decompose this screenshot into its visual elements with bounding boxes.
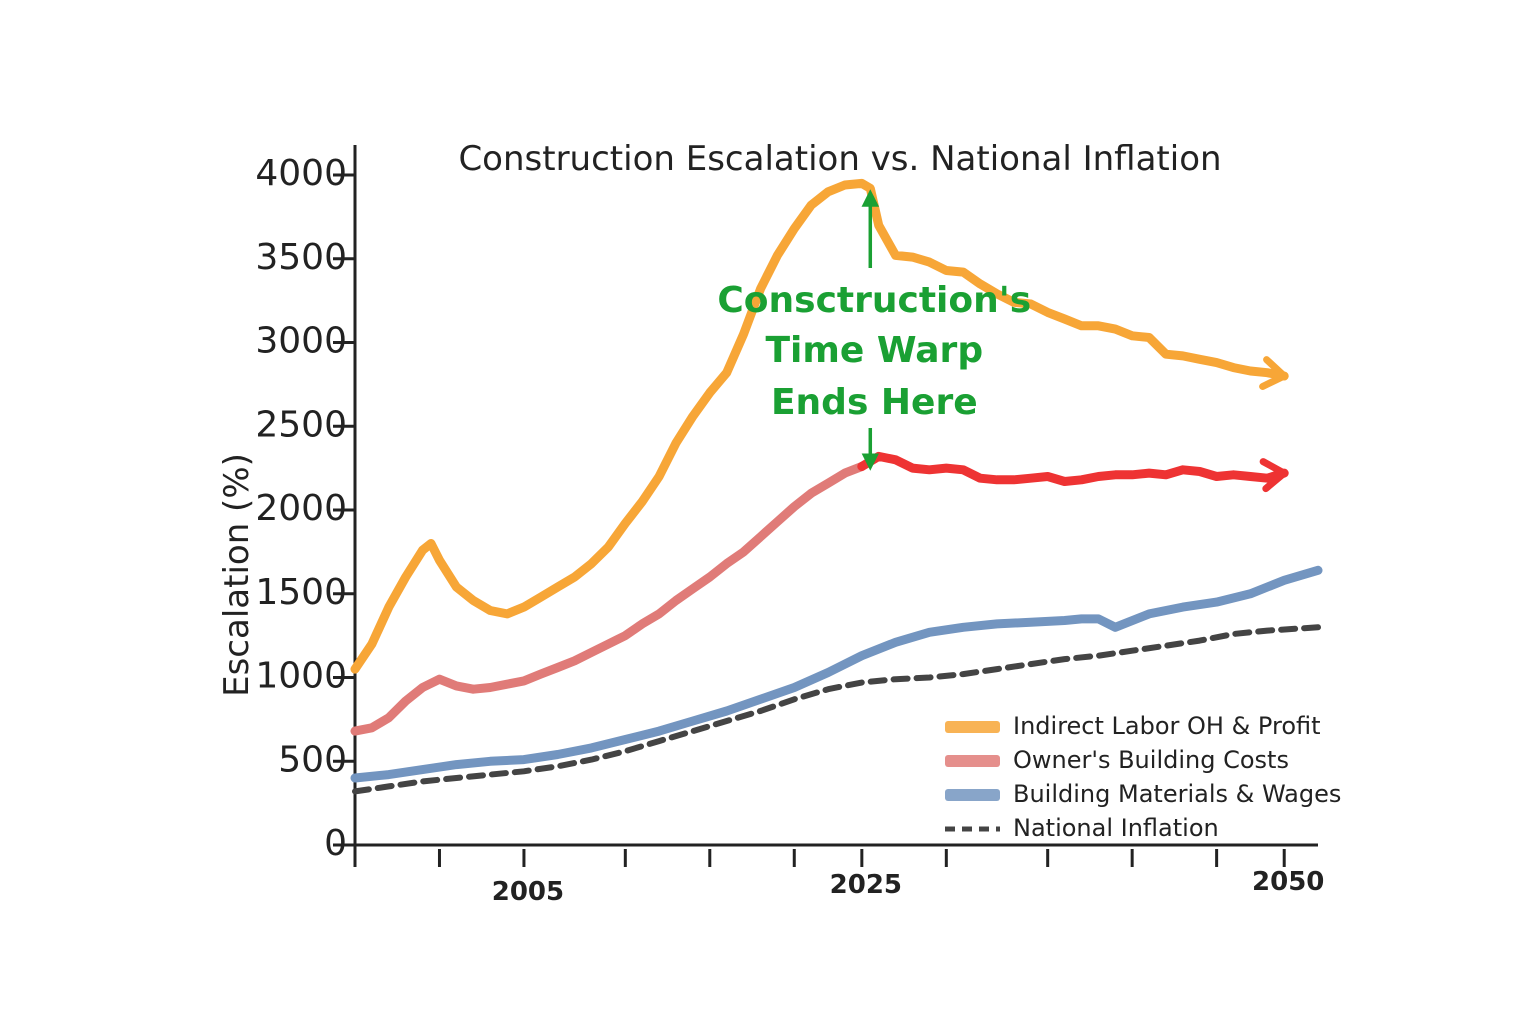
y-tick-label: 3500: [255, 237, 347, 278]
series-3: [352, 624, 1321, 795]
legend-item: Building Materials & Wages: [945, 780, 1341, 808]
y-tick-label: 2500: [255, 404, 347, 445]
series-line-materials-wages: [350, 565, 1323, 783]
annotation: Consctruction's Time Warp Ends Here: [717, 189, 1031, 471]
x-tick-label: 2025: [830, 870, 902, 900]
legend-swatch: [945, 755, 1000, 767]
x-tick-label: 2005: [492, 877, 564, 907]
legend-item: National Inflation: [945, 814, 1219, 842]
series-lines: [350, 178, 1323, 795]
y-tick-label: 1000: [255, 656, 347, 697]
annotation-label: Consctruction's: [717, 280, 1031, 321]
series-arrowhead: [1259, 458, 1288, 493]
series-line-owners-costs-projected: [857, 451, 1289, 486]
legend-label: Building Materials & Wages: [1013, 780, 1341, 808]
series-arrowhead: [1259, 356, 1288, 390]
y-tick-label: 500: [278, 739, 347, 780]
chart-title: Construction Escalation vs. National Inf…: [458, 139, 1221, 179]
legend-swatch: [945, 721, 1000, 733]
y-axis-label: Escalation (%): [217, 453, 257, 697]
legend-swatch: [945, 789, 1000, 801]
y-tick-label: 2000: [255, 488, 347, 529]
legend-item: Owner's Building Costs: [945, 746, 1289, 774]
series-line-owners-costs-historic: [350, 462, 867, 736]
series-line-indirect-labor: [350, 178, 1289, 674]
legend: Indirect Labor OH & Profit Owner's Buildi…: [945, 712, 1341, 842]
y-tick-label: 1500: [255, 572, 347, 613]
axes: 0 500 1000 1500 2000 2500 3000 3500 4000 2005 2025…: [255, 145, 1324, 907]
annotation-label: Time Warp: [765, 330, 983, 371]
legend-label: Owner's Building Costs: [1013, 746, 1289, 774]
y-tick-label: 3000: [255, 321, 347, 362]
series-0: [350, 178, 1289, 674]
legend-item: Indirect Labor OH & Profit: [945, 712, 1321, 740]
x-tick-label: 2050: [1252, 867, 1324, 897]
series-2: [350, 565, 1323, 783]
series-1: [350, 451, 1289, 736]
y-tick-label: 4000: [255, 153, 347, 194]
annotation-label: Ends Here: [771, 382, 978, 423]
legend-label: National Inflation: [1013, 814, 1219, 842]
legend-label: Indirect Labor OH & Profit: [1013, 712, 1321, 740]
series-line-national-inflation: [352, 624, 1321, 795]
y-tick-label: 0: [324, 823, 347, 864]
